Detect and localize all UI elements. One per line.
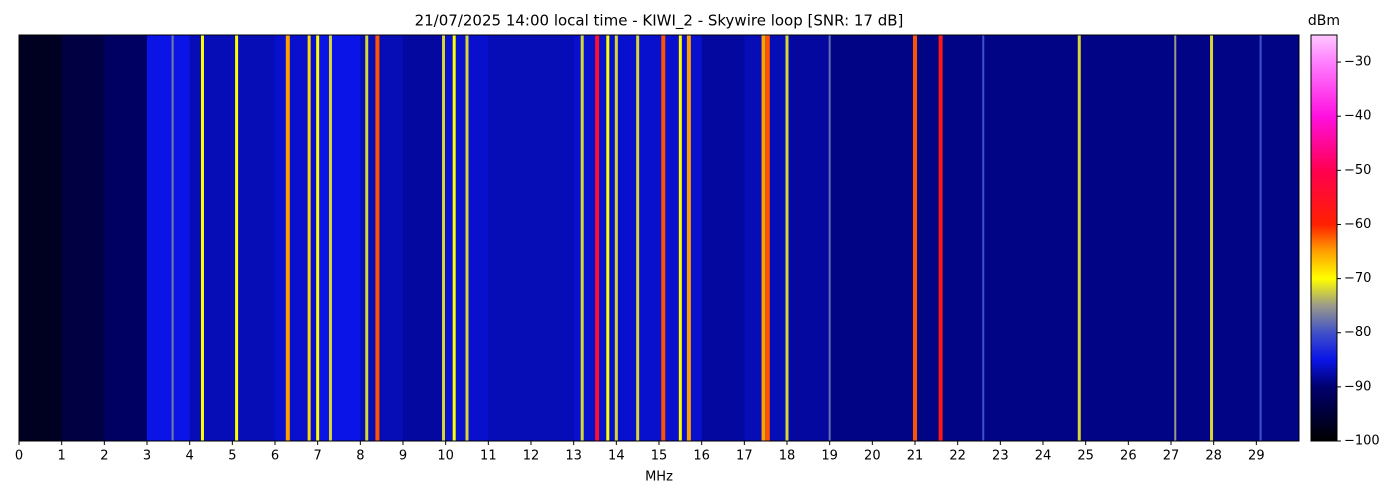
noise-band	[787, 35, 831, 441]
noise-band	[317, 35, 361, 441]
colorbar-tick-label: −100	[1344, 434, 1380, 449]
noise-band	[957, 35, 1001, 441]
noise-band	[403, 35, 447, 441]
noise-band	[531, 35, 575, 441]
noise-band	[1128, 35, 1172, 441]
colorbar	[1310, 34, 1338, 442]
colorbar-label: dBm	[1308, 13, 1340, 29]
signal-line	[375, 35, 380, 441]
x-tick-label: 23	[992, 449, 1009, 464]
noise-band	[829, 35, 873, 441]
noise-band	[1256, 35, 1299, 441]
x-tick-label: 27	[1163, 449, 1180, 464]
x-tick-label: 1	[58, 449, 66, 464]
signal-line	[285, 35, 290, 441]
signal-line	[316, 35, 320, 441]
x-tick-label: 15	[651, 449, 668, 464]
x-tick-label: 5	[228, 449, 236, 464]
signal-line	[465, 35, 469, 441]
x-tick-label: 8	[356, 449, 364, 464]
noise-band	[189, 35, 233, 441]
signal-line	[765, 35, 770, 441]
noise-band	[147, 35, 191, 441]
signal-line	[171, 35, 174, 441]
x-tick-label: 20	[864, 449, 881, 464]
noise-band	[1085, 35, 1129, 441]
x-axis-label: MHz	[645, 470, 673, 485]
noise-band	[1000, 35, 1044, 441]
x-tick-label: 7	[314, 449, 322, 464]
signal-line	[913, 35, 917, 441]
signal-line	[1210, 35, 1214, 441]
x-tick-label: 6	[271, 449, 279, 464]
signal-line	[761, 35, 766, 441]
x-tick-label: 10	[437, 449, 454, 464]
noise-band	[19, 35, 63, 441]
colorbar-tick-label: −70	[1344, 271, 1371, 286]
signal-line	[606, 35, 610, 441]
signal-line	[452, 35, 456, 441]
x-tick-label: 29	[1248, 449, 1265, 464]
x-tick-label: 13	[565, 449, 582, 464]
x-tick-label: 12	[523, 449, 540, 464]
x-tick-label: 4	[186, 449, 194, 464]
noise-band	[701, 35, 745, 441]
signal-line	[1259, 35, 1262, 441]
x-tick-label: 22	[949, 449, 966, 464]
x-tick-label: 28	[1205, 449, 1222, 464]
colorbar-tick-label: −50	[1344, 163, 1371, 178]
noise-band	[915, 35, 959, 441]
signal-line	[235, 35, 239, 441]
x-tick-label: 26	[1120, 449, 1137, 464]
noise-band	[1213, 35, 1257, 441]
signal-line	[785, 35, 789, 441]
noise-band	[61, 35, 105, 441]
colorbar-tick-label: −40	[1344, 109, 1371, 124]
x-tick-label: 14	[608, 449, 625, 464]
x-tick-label: 0	[15, 449, 23, 464]
colorbar-tick-label: −90	[1344, 379, 1371, 394]
signal-line	[1174, 35, 1177, 441]
signal-line	[1077, 35, 1081, 441]
chart-title: 21/07/2025 14:00 local time - KIWI_2 - S…	[415, 12, 904, 31]
signal-line	[442, 35, 446, 441]
noise-band	[872, 35, 916, 441]
noise-band	[232, 35, 276, 441]
x-tick-label: 21	[907, 449, 924, 464]
noise-band	[104, 35, 148, 441]
x-tick-label: 9	[399, 449, 407, 464]
signal-line	[614, 35, 618, 441]
signal-line	[365, 35, 369, 441]
colorbar-tick-label: −80	[1344, 325, 1371, 340]
x-tick-label: 18	[779, 449, 796, 464]
x-tick-label: 11	[480, 449, 497, 464]
x-tick-label: 3	[143, 449, 151, 464]
signal-line	[307, 35, 311, 441]
signal-line	[982, 35, 985, 441]
signal-line	[661, 35, 666, 441]
signal-line	[636, 35, 640, 441]
signal-line	[938, 35, 943, 441]
noise-band	[275, 35, 319, 441]
colorbar-tick-label: −60	[1344, 217, 1371, 232]
x-tick-label: 17	[736, 449, 753, 464]
colorbar-tick-label: −30	[1344, 55, 1371, 70]
x-tick-label: 24	[1035, 449, 1052, 464]
signal-line	[328, 35, 332, 441]
noise-band	[1171, 35, 1215, 441]
signal-line	[678, 35, 682, 441]
noise-band	[488, 35, 532, 441]
signal-line	[595, 35, 600, 441]
signal-line	[580, 35, 584, 441]
signal-line	[686, 35, 691, 441]
x-tick-label: 16	[693, 449, 710, 464]
x-tick-label: 25	[1077, 449, 1094, 464]
x-tick-label: 19	[821, 449, 838, 464]
signal-line	[200, 35, 204, 441]
x-tick-label: 2	[100, 449, 108, 464]
signal-line	[828, 35, 831, 441]
